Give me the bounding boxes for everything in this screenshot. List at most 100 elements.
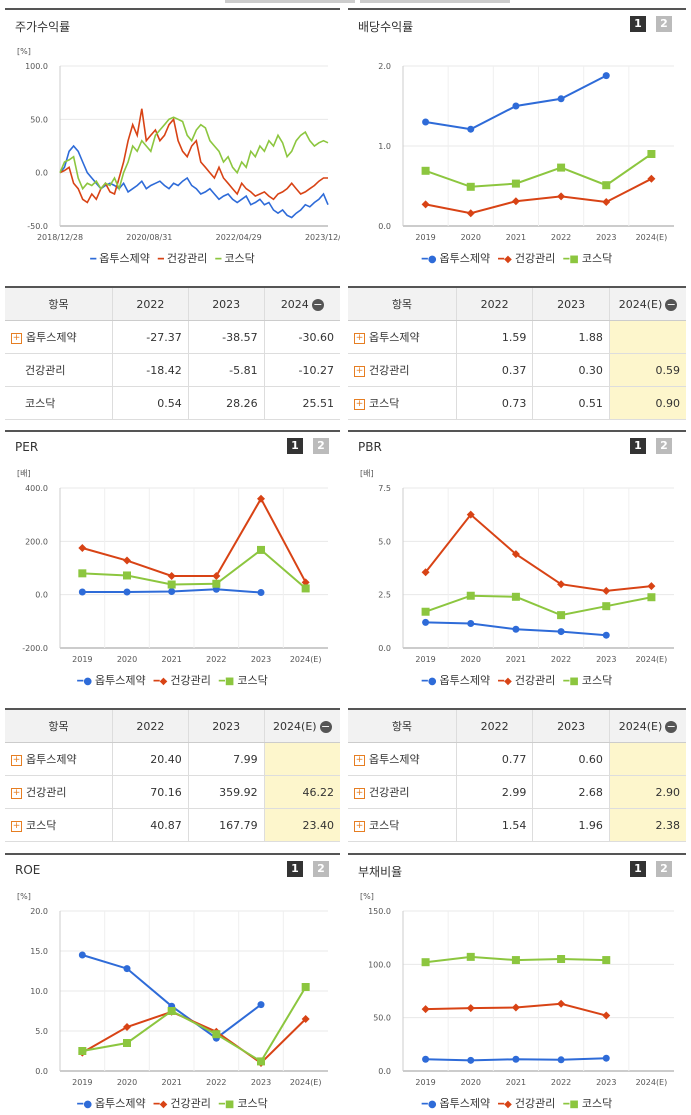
collapse-icon[interactable]: − (665, 297, 678, 311)
pbr-chart: [배] 7.5 5.0 2.5 0.0 2019 2020 2021 2022 2023 2024(… (348, 458, 686, 688)
data-point (467, 125, 475, 133)
legend-item[interactable]: ━● 옵투스제약 (422, 1095, 490, 1111)
y-tick-label: 0.0 (35, 591, 48, 600)
dividend-yield-panel: 배당수익률 1 2 2.0 1.0 0.0 2019 2020 2021 2022 2023 2… (348, 8, 686, 268)
expand-icon[interactable]: + (11, 787, 22, 799)
legend-marker-icon: ━ (90, 254, 97, 265)
legend-item[interactable]: ━◆ 건강관리 (154, 1095, 211, 1111)
chart-toggle-1-button[interactable]: 1 (287, 438, 303, 454)
data-point (557, 580, 566, 589)
chart-toggle-1-button[interactable]: 1 (630, 861, 646, 877)
table-cell (608, 320, 686, 354)
legend-item[interactable]: ━● 옵투스제약 (422, 672, 490, 688)
legend-item[interactable]: ━■ 코스닥 (219, 672, 268, 688)
data-point (421, 200, 430, 209)
y-tick-label: 1.0 (378, 142, 391, 151)
chart-toggle-2-button[interactable]: 2 (313, 861, 329, 877)
row-label: + 코스닥 (348, 386, 457, 420)
y-tick-label: -200.0 (22, 644, 48, 653)
table-cell: 2.68 (532, 775, 610, 809)
expand-icon[interactable]: + (354, 398, 365, 410)
table-cell: 0.60 (532, 742, 610, 776)
x-tick-label: 2020 (461, 233, 481, 242)
data-point (511, 592, 520, 601)
chart-toggle-1-button[interactable]: 1 (630, 16, 646, 32)
collapse-icon[interactable]: − (319, 719, 332, 733)
legend-item[interactable]: ━◆ 건강관리 (498, 672, 555, 688)
column-header: 2022 (455, 709, 533, 743)
legend-item[interactable]: ━● 옵투스제약 (77, 672, 145, 688)
data-point (422, 1055, 430, 1063)
legend-marker-icon: ━● (421, 676, 437, 687)
legend-item[interactable]: ━ 건강관리 (158, 250, 208, 266)
legend-label: 건강관리 (514, 252, 556, 265)
chart-legend: ━● 옵투스제약 ━◆ 건강관리 ━■ 코스닥 (348, 250, 686, 266)
legend-item[interactable]: ━■ 코스닥 (563, 1095, 612, 1111)
expand-icon[interactable]: + (11, 754, 22, 766)
data-point (421, 607, 430, 616)
x-tick-label: 2021 (506, 1078, 526, 1087)
pbr-panel: PBR 1 2 [배] 7.5 5.0 2.5 0.0 2019 2020 2021 2022 2… (348, 430, 686, 690)
data-point (647, 174, 656, 183)
data-point (512, 1055, 520, 1063)
data-point (557, 955, 566, 963)
x-tick-label: 2020 (117, 655, 137, 664)
legend-label: 건강관리 (514, 674, 556, 687)
legend-item[interactable]: ━■ 코스닥 (563, 672, 612, 688)
row-label: + 옵투스제약 (348, 320, 457, 354)
chart-legend: ━● 옵투스제약 ━◆ 건강관리 ━■ 코스닥 (348, 1095, 686, 1111)
collapse-icon[interactable]: − (665, 719, 678, 733)
y-tick-label: 0.0 (35, 169, 48, 178)
legend-item[interactable]: ━■ 코스닥 (219, 1095, 268, 1111)
chart-legend: ━ 옵투스제약 ━ 건강관리 ━ 코스닥 (5, 250, 340, 266)
data-point (123, 571, 131, 580)
chart-toggle-2-button[interactable]: 2 (656, 861, 672, 877)
x-tick-label: 2020 (117, 1078, 137, 1087)
chart-svg: [배] 400.0 200.0 0.0 -200.0 2019 2020 2021 2022 20… (17, 469, 328, 664)
data-point (602, 181, 611, 190)
expand-icon[interactable]: + (354, 332, 365, 344)
x-tick-label: 2020/08/31 (126, 233, 172, 242)
table-row: 건강관리 -18.42 -5.81 -10.27 (5, 353, 340, 387)
expand-icon[interactable]: + (354, 787, 365, 799)
expand-icon[interactable]: + (11, 820, 22, 832)
legend-item[interactable]: ━◆ 건강관리 (498, 1095, 555, 1111)
expand-icon[interactable]: + (354, 365, 365, 377)
data-point (511, 956, 520, 965)
legend-item[interactable]: ━● 옵투스제약 (77, 1095, 145, 1111)
legend-item[interactable]: ━■ 코스닥 (563, 250, 612, 266)
chart-toggle-1-button[interactable]: 1 (630, 438, 646, 454)
legend-item[interactable]: ━◆ 건강관리 (498, 250, 555, 266)
legend-item[interactable]: ━● 옵투스제약 (422, 250, 490, 266)
legend-label: 건강관리 (170, 1097, 211, 1110)
chart-toggle-2-button[interactable]: 2 (313, 438, 329, 454)
legend-item[interactable]: ━ 옵투스제약 (90, 250, 150, 266)
top-strip (225, 0, 355, 3)
table-cell: 359.92 (187, 775, 265, 809)
column-header: 2023 (187, 287, 265, 321)
chart-toggle-2-button[interactable]: 2 (656, 438, 672, 454)
table-cell: 20.40 (111, 742, 189, 776)
table-row: + 건강관리 0.37 0.30 0.59 (348, 353, 686, 387)
row-label: + 건강관리 (5, 775, 113, 809)
data-point (421, 958, 430, 967)
expand-icon[interactable]: + (11, 332, 22, 344)
expand-icon[interactable]: + (354, 754, 365, 766)
legend-marker-icon: ━◆ (153, 676, 168, 687)
panel-title: ROE (15, 863, 41, 877)
chart-toggle-2-button[interactable]: 2 (656, 16, 672, 32)
legend-item[interactable]: ━◆ 건강관리 (154, 672, 211, 688)
legend-label: 옵투스제약 (99, 252, 150, 265)
chart-toggle-1-button[interactable]: 1 (287, 861, 303, 877)
panel-title: 주가수익률 (15, 20, 71, 34)
y-tick-label: 5.0 (378, 537, 391, 546)
expand-icon[interactable]: + (354, 820, 365, 832)
collapse-icon[interactable]: − (311, 297, 324, 311)
table-cell: 0.77 (455, 742, 533, 776)
y-tick-label: 2.0 (378, 62, 391, 71)
legend-item[interactable]: ━ 코스닥 (215, 250, 254, 266)
y-tick-label: 100.0 (368, 960, 391, 969)
data-point (602, 1054, 610, 1062)
table-row: + 코스닥 0.73 0.51 0.90 (348, 386, 686, 420)
legend-label: 옵투스제약 (439, 252, 491, 265)
